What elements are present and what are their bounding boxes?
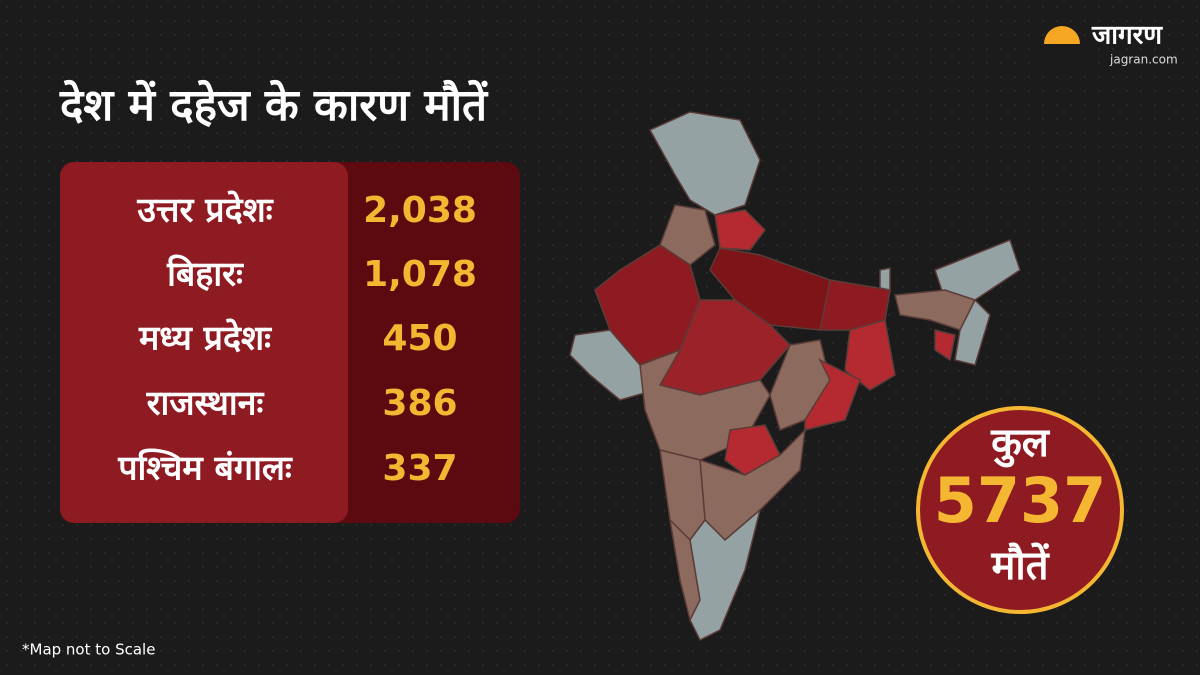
table-label-bg <box>60 162 348 523</box>
count: 450 <box>382 318 457 359</box>
total-label: कुल <box>990 420 1051 468</box>
state: मध्य प्रदेशः <box>138 318 272 359</box>
count: 2,038 <box>363 190 477 231</box>
footnote: *Map not to Scale <box>22 641 155 659</box>
state: बिहारः <box>166 254 244 295</box>
india-map <box>569 111 1021 642</box>
count: 1,078 <box>363 254 477 295</box>
total-circle <box>916 406 1124 614</box>
count: 337 <box>382 448 457 489</box>
state: उत्तर प्रदेशः <box>136 190 273 231</box>
count: 386 <box>382 383 457 424</box>
total-value: 5737 <box>934 464 1107 537</box>
state: राजस्थानः <box>146 384 265 424</box>
total-unit: मौतें <box>990 542 1049 589</box>
total-badge: कुल 5737 मौतें <box>916 406 1124 614</box>
state: पश्चिम बंगालः <box>117 448 293 489</box>
title: देश में दहेज के कारण मौतें <box>59 79 489 131</box>
logo-name: जागरण <box>1091 21 1163 51</box>
table: उत्तर प्रदेशः 2,038 बिहारः 1,078 मध्य प्… <box>60 162 520 523</box>
logo: जागरण jagran.com <box>1040 21 1178 67</box>
logo-site: jagran.com <box>1109 53 1178 67</box>
